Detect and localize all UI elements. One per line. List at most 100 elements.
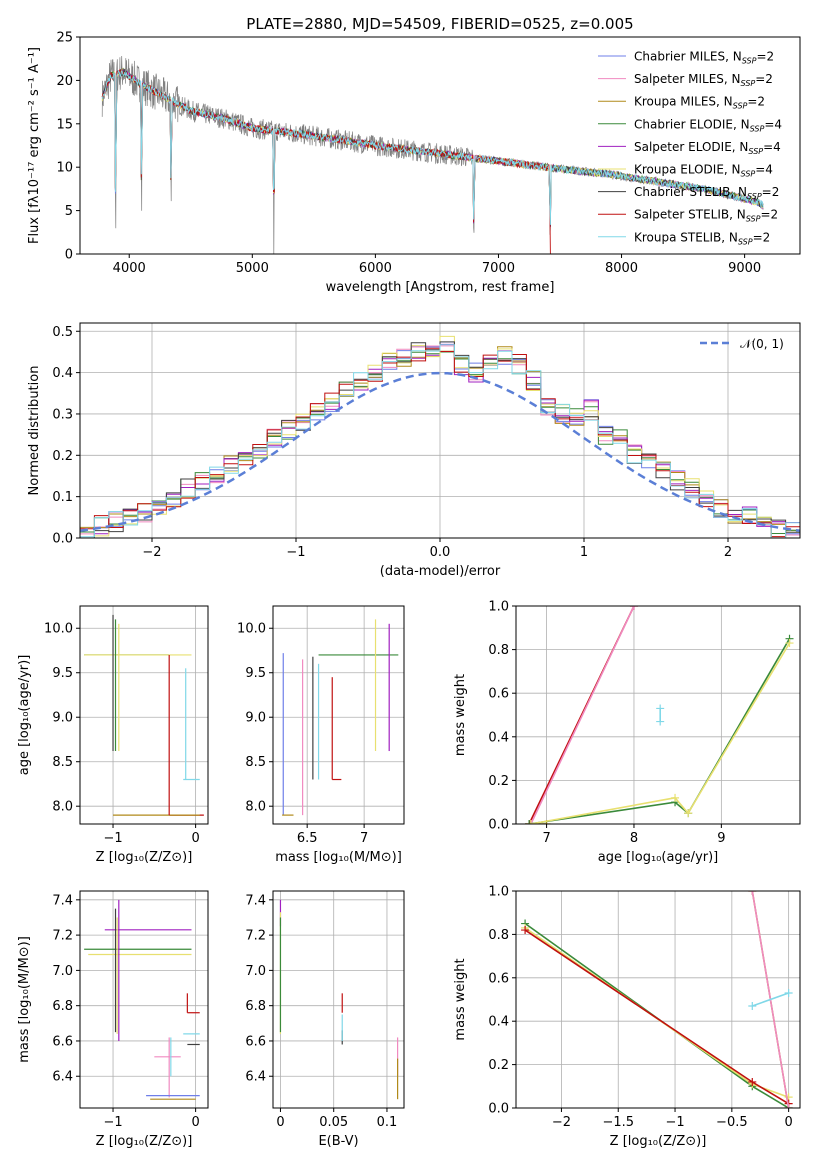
reference-legend-label: 𝒩(0, 1) xyxy=(740,337,784,351)
weight-point-marker xyxy=(629,606,638,610)
y-tick-label: 0.8 xyxy=(488,643,509,658)
axes-frame xyxy=(79,890,209,1109)
weight-point-marker xyxy=(748,1002,757,1011)
z-vs-weight-plot: −2 −1.5 −1 −0.5 0 0.0 0.2 0.4 0.6 0.8 1.0 Z [log₁₀(… xyxy=(453,885,801,1149)
x-tick-label: 0 xyxy=(191,1115,199,1130)
y-tick-label: 0 xyxy=(65,248,73,263)
weight-point-marker xyxy=(784,1104,793,1108)
y-axis-label: mass weight xyxy=(453,958,468,1040)
x-tick-label: 0.0 xyxy=(430,545,451,560)
axes-frame xyxy=(79,36,801,255)
axes-frame xyxy=(515,605,801,825)
plot-content xyxy=(84,614,204,816)
model-spectrum-line xyxy=(101,70,764,225)
weight-point-marker xyxy=(684,809,693,818)
legend-name: Chabrier MILES, N xyxy=(634,50,742,64)
x-tick-label: 7000 xyxy=(482,261,515,276)
age-vs-weight-plot: 7 8 9 0.0 0.2 0.4 0.6 0.8 1.0 age [log₁₀(age/yr)]… xyxy=(453,600,801,865)
plot-content xyxy=(282,619,399,816)
y-tick-label: 0.5 xyxy=(52,325,73,340)
legend-name: Kroupa MILES, N xyxy=(634,95,733,109)
x-tick-label: 1 xyxy=(580,545,588,560)
x-tick-label: 7 xyxy=(542,831,550,846)
y-tick-label: 7.4 xyxy=(52,893,73,908)
axes-frame xyxy=(272,605,405,825)
legend-suffix: =2 xyxy=(747,95,765,109)
y-tick-label: 7.2 xyxy=(52,929,73,944)
x-tick-label: 0.1 xyxy=(377,1115,398,1130)
legend-sub: SSP xyxy=(733,102,748,111)
legend-label: Salpeter ELODIE, NSSP=4 xyxy=(634,140,781,156)
figure-title: PLATE=2880, MJD=54509, FIBERID=0525, z=0… xyxy=(246,15,633,33)
weight-line xyxy=(524,929,790,1105)
y-tick-label: 10 xyxy=(56,161,73,176)
y-tick-label: 20 xyxy=(56,74,73,89)
x-axis-label: Z [log₁₀(Z/Z⊙)] xyxy=(96,1134,193,1149)
plot-content xyxy=(101,55,764,254)
residual-legend: 𝒩(0, 1) xyxy=(700,337,784,351)
y-tick-label: 0.4 xyxy=(52,366,73,381)
plot-content xyxy=(521,891,793,1108)
y-tick-label: 0.0 xyxy=(52,532,73,547)
y-tick-label: 0.3 xyxy=(52,407,73,422)
weight-point-marker xyxy=(671,793,680,802)
x-tick-label: −2 xyxy=(552,1115,571,1130)
y-tick-label: 1.0 xyxy=(488,885,509,900)
legend-name: Chabrier STELIB, N xyxy=(634,185,747,199)
x-tick-label: 8000 xyxy=(605,261,638,276)
mass-vs-age-plot: 6.5 7 8.0 8.5 9.0 9.5 10.0 mass [log₁₀(M/M⊙)] xyxy=(237,605,405,865)
x-tick-label: 5000 xyxy=(236,261,269,276)
legend-sub: SSP xyxy=(741,170,756,179)
y-axis-label: mass [log₁₀(M/M⊙)] xyxy=(17,936,32,1063)
z-vs-mass-plot: −1 0 6.4 6.6 6.8 7.0 7.2 7.4 Z [log₁₀(Z/Z⊙)] mass… xyxy=(17,890,209,1149)
y-tick-label: 6.4 xyxy=(52,1070,73,1085)
x-tick-label: −1 xyxy=(665,1115,684,1130)
y-tick-label: 8.5 xyxy=(52,755,73,770)
weight-line xyxy=(530,642,791,824)
legend-name: Salpeter MILES, N xyxy=(634,72,741,86)
y-tick-label: 7.0 xyxy=(245,964,266,979)
y-tick-label: 8.5 xyxy=(245,755,266,770)
y-tick-label: 9.0 xyxy=(245,711,266,726)
y-tick-label: 1.0 xyxy=(488,600,509,615)
y-tick-label: 8.0 xyxy=(245,800,266,815)
y-axis-label: Flux [fλ10⁻¹⁷ erg cm⁻² s⁻¹ A⁻¹] xyxy=(27,47,42,244)
legend-label: Salpeter STELIB, NSSP=2 xyxy=(634,208,778,224)
y-tick-label: 7.4 xyxy=(245,893,266,908)
legend-suffix: =2 xyxy=(755,72,773,86)
legend-suffix: =2 xyxy=(753,230,771,244)
y-tick-label: 5 xyxy=(65,204,73,219)
legend-label: Salpeter MILES, NSSP=2 xyxy=(634,72,773,88)
y-tick-label: 0.2 xyxy=(488,774,509,789)
y-tick-label: 10.0 xyxy=(237,622,266,637)
legend-suffix: =4 xyxy=(755,163,773,177)
legend-name: Salpeter STELIB, N xyxy=(634,208,746,222)
x-tick-label: −1 xyxy=(286,545,305,560)
y-tick-label: 8.0 xyxy=(52,800,73,815)
legend-suffix: =2 xyxy=(756,50,774,64)
x-tick-label: 6000 xyxy=(359,261,392,276)
x-tick-label: 0 xyxy=(276,1115,284,1130)
y-tick-label: 10.0 xyxy=(44,622,73,637)
legend-sub: SSP xyxy=(748,147,763,156)
legend-label: Chabrier STELIB, NSSP=2 xyxy=(634,185,779,201)
weight-point-marker xyxy=(656,717,665,726)
y-axis-label: age [log₁₀(age/yr)] xyxy=(17,655,32,776)
legend-label: Chabrier ELODIE, NSSP=4 xyxy=(634,117,782,133)
y-tick-label: 0.4 xyxy=(488,730,509,745)
legend-name: Kroupa STELIB, N xyxy=(634,230,738,244)
y-tick-label: 6.8 xyxy=(245,999,266,1014)
legend-suffix: =2 xyxy=(760,208,778,222)
y-tick-label: 0.8 xyxy=(488,928,509,943)
weight-line xyxy=(752,992,789,1007)
legend-name: Salpeter ELODIE, N xyxy=(634,140,748,154)
y-tick-label: 6.4 xyxy=(245,1070,266,1085)
x-tick-label: 9000 xyxy=(728,261,761,276)
legend-name: Chabrier ELODIE, N xyxy=(634,117,750,131)
y-tick-label: 9.5 xyxy=(52,666,73,681)
y-tick-label: 9.0 xyxy=(52,711,73,726)
legend-label: Kroupa MILES, NSSP=2 xyxy=(634,95,765,111)
legend-suffix: =4 xyxy=(763,140,781,154)
y-tick-label: 0.1 xyxy=(52,490,73,505)
x-tick-label: 0 xyxy=(784,1115,792,1130)
